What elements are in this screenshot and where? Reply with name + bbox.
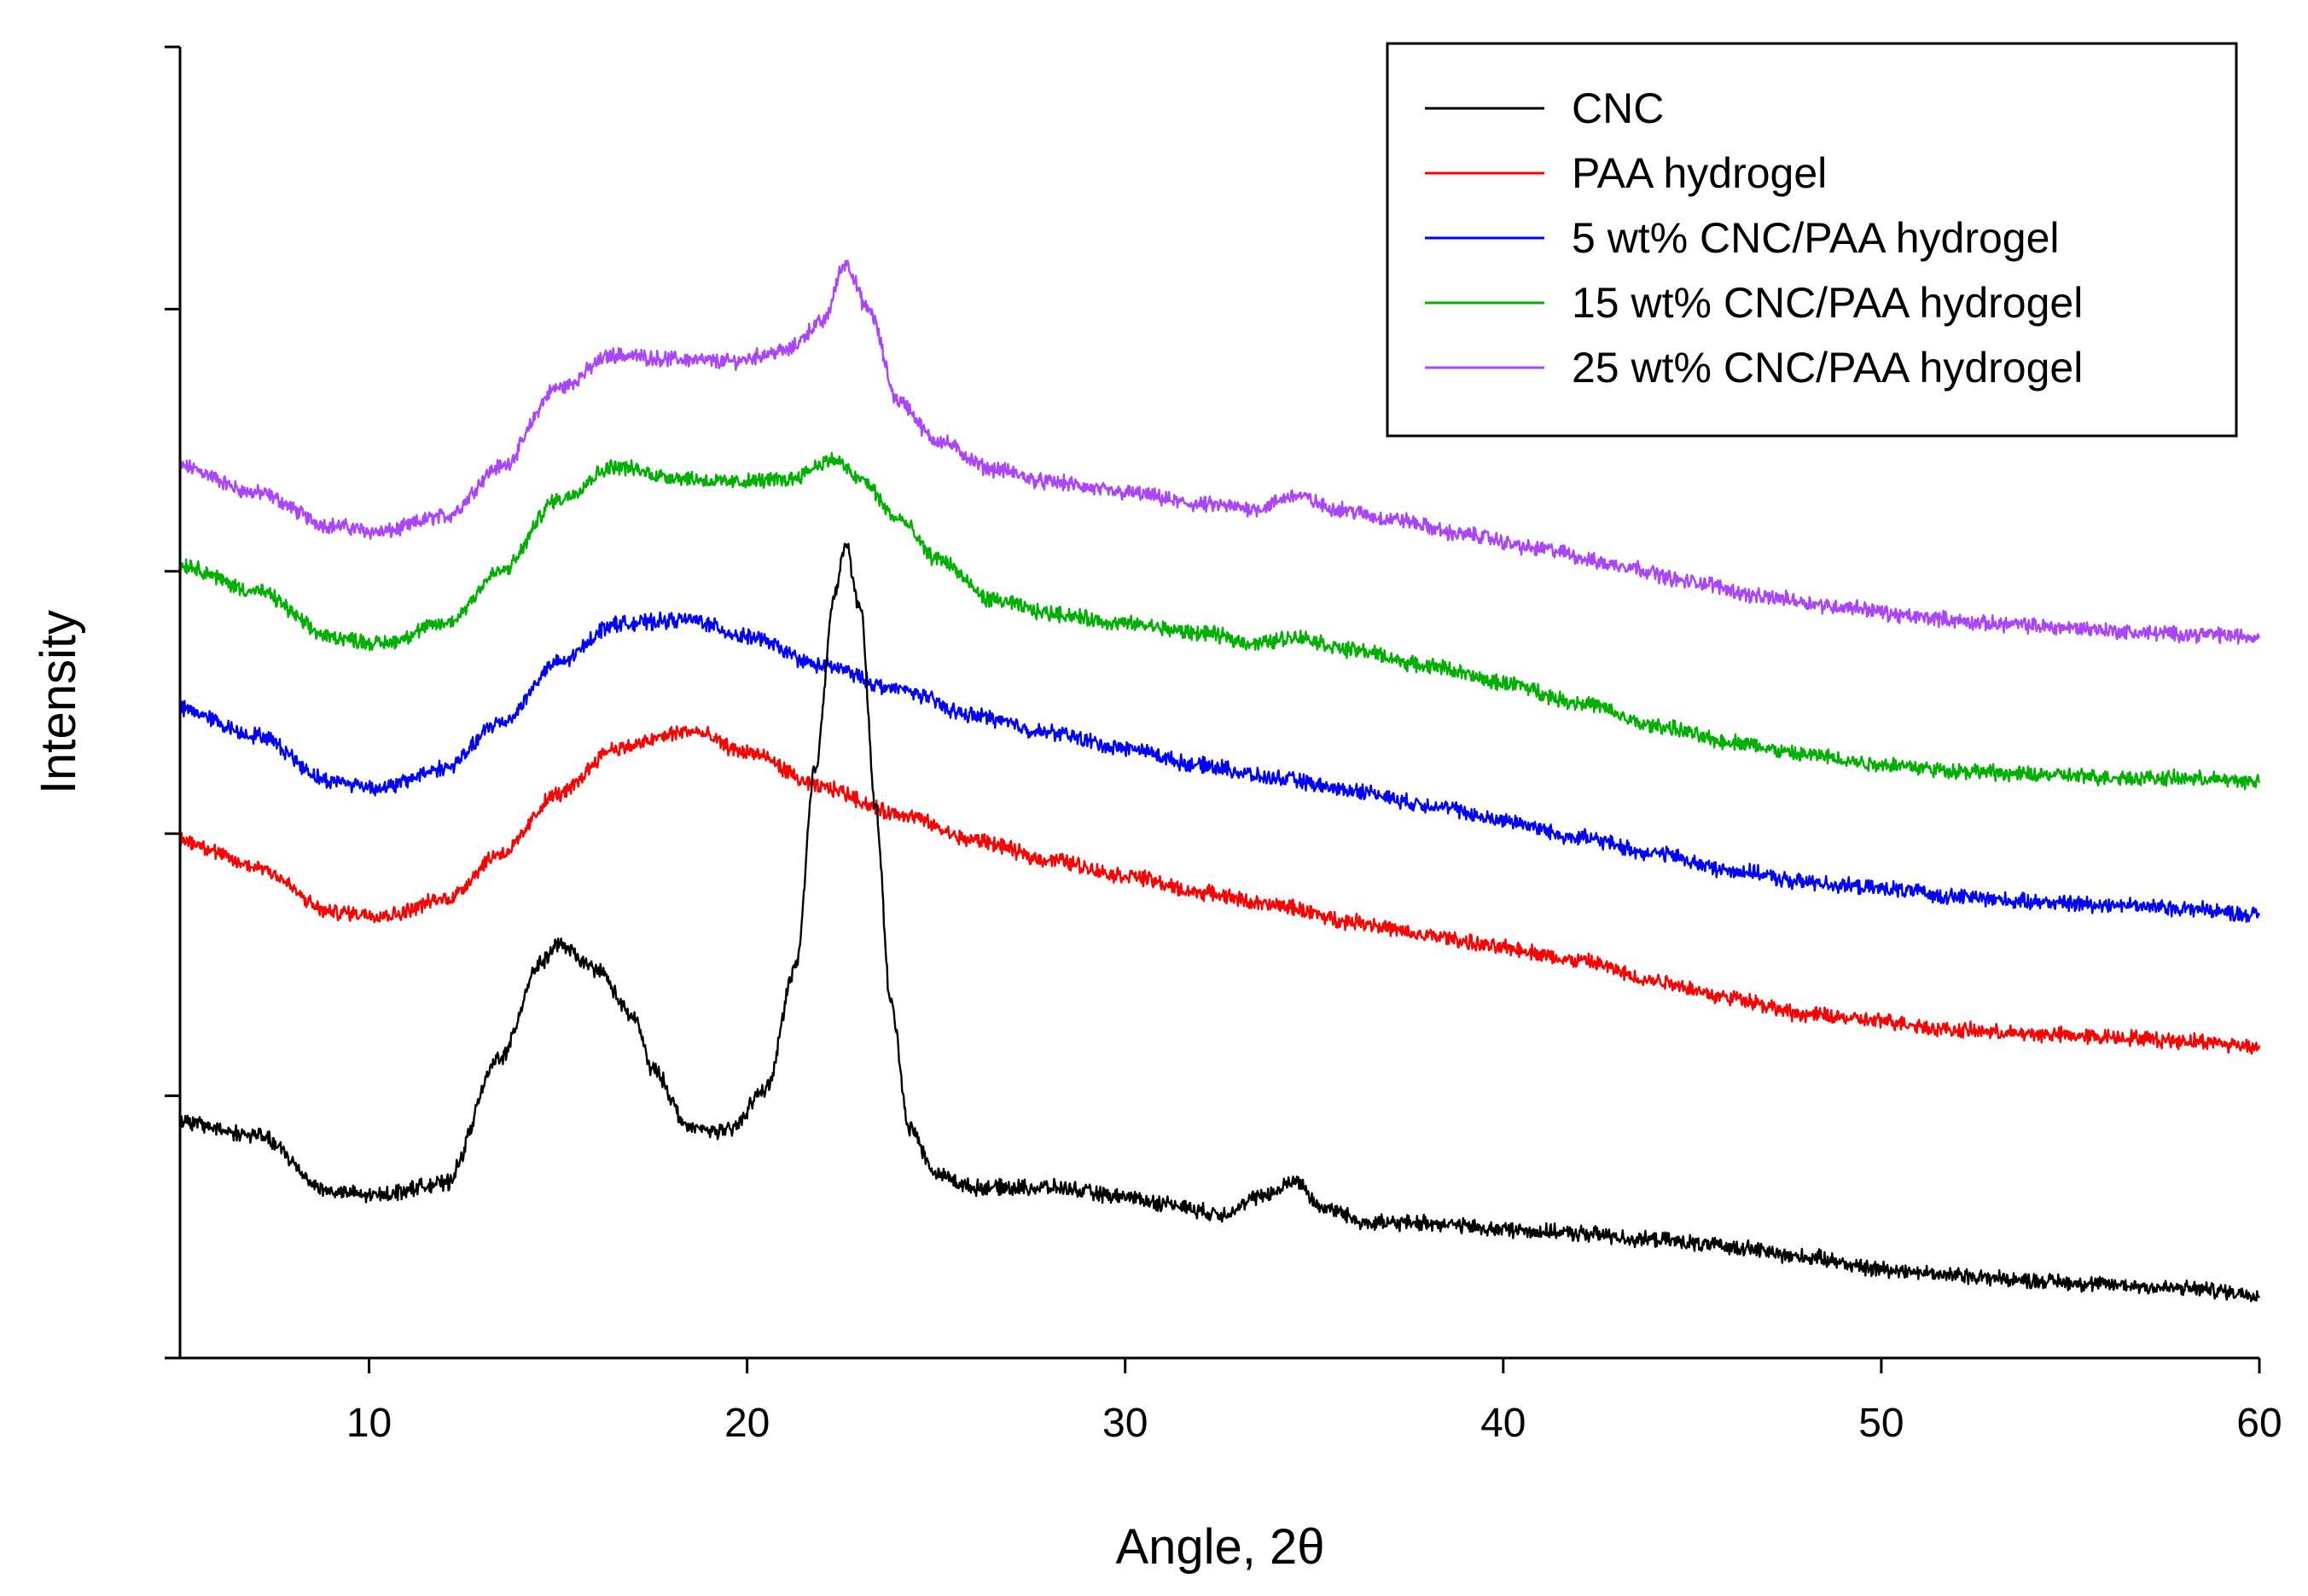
legend-label-4: 25 wt% CNC/PAA hydrogel [1572, 344, 2083, 392]
series-line-0 [178, 543, 2261, 1303]
x-tick-label-10: 10 [346, 1401, 392, 1446]
x-axis-title: Angle, 2θ [1115, 1519, 1324, 1575]
y-axis-title: Intensity [31, 610, 86, 794]
x-tick-label-60: 60 [2236, 1401, 2282, 1446]
legend: CNC PAA hydrogel 5 wt% CNC/PAA hydrogel 15 … [1386, 42, 2238, 438]
x-tick-label-20: 20 [724, 1401, 770, 1446]
legend-label-2: 5 wt% CNC/PAA hydrogel [1572, 214, 2060, 262]
legend-items: CNC PAA hydrogel 5 wt% CNC/PAA hydrogel 15 … [1425, 84, 2083, 392]
axes-layer [178, 47, 2259, 1360]
x-tick-label-40: 40 [1480, 1401, 1526, 1446]
series-line-3 [178, 451, 2261, 791]
x-tick-label-30: 30 [1102, 1401, 1148, 1446]
legend-label-0: CNC [1572, 84, 1664, 132]
ticks-layer: 10 20 30 40 50 60 [165, 45, 2282, 1446]
legend-label-3: 15 wt% CNC/PAA hydrogel [1572, 279, 2083, 327]
series-layer [178, 259, 2261, 1303]
x-tick-label-50: 50 [1858, 1401, 1904, 1446]
legend-label-1: PAA hydrogel [1572, 149, 1827, 197]
series-line-2 [178, 611, 2261, 923]
series-line-4 [178, 259, 2261, 645]
series-line-1 [178, 725, 2261, 1055]
